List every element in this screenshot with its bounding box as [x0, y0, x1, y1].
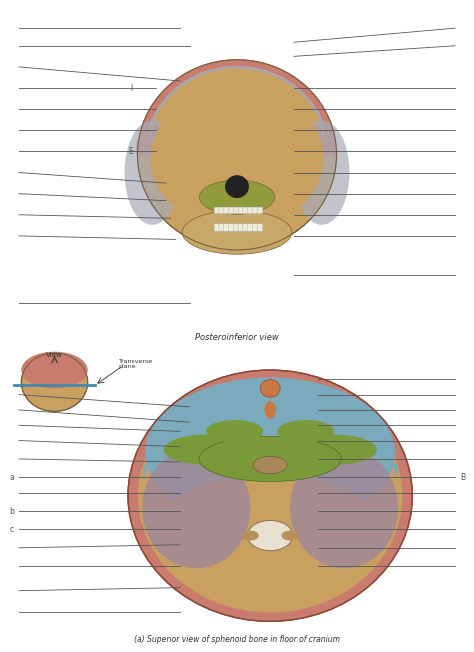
Polygon shape	[144, 383, 397, 478]
Ellipse shape	[206, 420, 263, 443]
Ellipse shape	[199, 180, 275, 215]
Text: Posteroinferior view: Posteroinferior view	[195, 333, 279, 342]
Ellipse shape	[137, 60, 337, 250]
Ellipse shape	[214, 200, 230, 209]
FancyBboxPatch shape	[257, 224, 263, 231]
Ellipse shape	[145, 378, 395, 528]
Text: (a) Superior view of sphenoid bone in floor of cranium: (a) Superior view of sphenoid bone in fl…	[134, 635, 340, 644]
FancyBboxPatch shape	[243, 207, 248, 214]
FancyBboxPatch shape	[238, 224, 244, 231]
FancyBboxPatch shape	[247, 224, 253, 231]
Polygon shape	[137, 60, 337, 155]
Ellipse shape	[292, 435, 377, 465]
Text: E: E	[128, 147, 133, 156]
Text: View: View	[46, 351, 63, 358]
Text: b: b	[9, 507, 14, 516]
Ellipse shape	[264, 401, 276, 419]
Ellipse shape	[294, 120, 349, 225]
FancyBboxPatch shape	[219, 224, 225, 231]
FancyBboxPatch shape	[233, 224, 239, 231]
Ellipse shape	[225, 175, 249, 198]
Ellipse shape	[142, 448, 250, 569]
Text: Transverse
plane: Transverse plane	[118, 359, 153, 369]
Ellipse shape	[164, 435, 249, 465]
Text: c: c	[10, 525, 14, 534]
Polygon shape	[151, 67, 323, 138]
Ellipse shape	[242, 531, 259, 541]
Ellipse shape	[138, 379, 402, 613]
Ellipse shape	[150, 88, 324, 229]
Ellipse shape	[253, 456, 287, 474]
FancyBboxPatch shape	[243, 224, 248, 231]
Ellipse shape	[182, 211, 292, 254]
Text: a: a	[9, 473, 14, 482]
FancyBboxPatch shape	[233, 207, 239, 214]
FancyBboxPatch shape	[214, 224, 220, 231]
Polygon shape	[150, 69, 324, 138]
FancyBboxPatch shape	[224, 207, 229, 214]
FancyBboxPatch shape	[228, 224, 234, 231]
Ellipse shape	[21, 353, 88, 411]
FancyBboxPatch shape	[228, 207, 234, 214]
FancyBboxPatch shape	[252, 207, 258, 214]
FancyBboxPatch shape	[252, 224, 258, 231]
FancyBboxPatch shape	[238, 207, 244, 214]
FancyBboxPatch shape	[214, 207, 220, 214]
Ellipse shape	[154, 473, 387, 604]
FancyBboxPatch shape	[247, 207, 253, 214]
Text: l: l	[130, 83, 133, 93]
Ellipse shape	[128, 370, 412, 621]
Ellipse shape	[277, 420, 334, 443]
Text: B: B	[460, 473, 465, 482]
Ellipse shape	[199, 436, 341, 482]
FancyBboxPatch shape	[224, 224, 229, 231]
Ellipse shape	[125, 120, 180, 225]
Ellipse shape	[244, 200, 260, 209]
Ellipse shape	[290, 448, 398, 569]
Ellipse shape	[282, 531, 299, 541]
Ellipse shape	[21, 351, 88, 389]
Ellipse shape	[260, 379, 280, 397]
Ellipse shape	[247, 520, 293, 551]
FancyBboxPatch shape	[219, 207, 225, 214]
FancyBboxPatch shape	[257, 207, 263, 214]
